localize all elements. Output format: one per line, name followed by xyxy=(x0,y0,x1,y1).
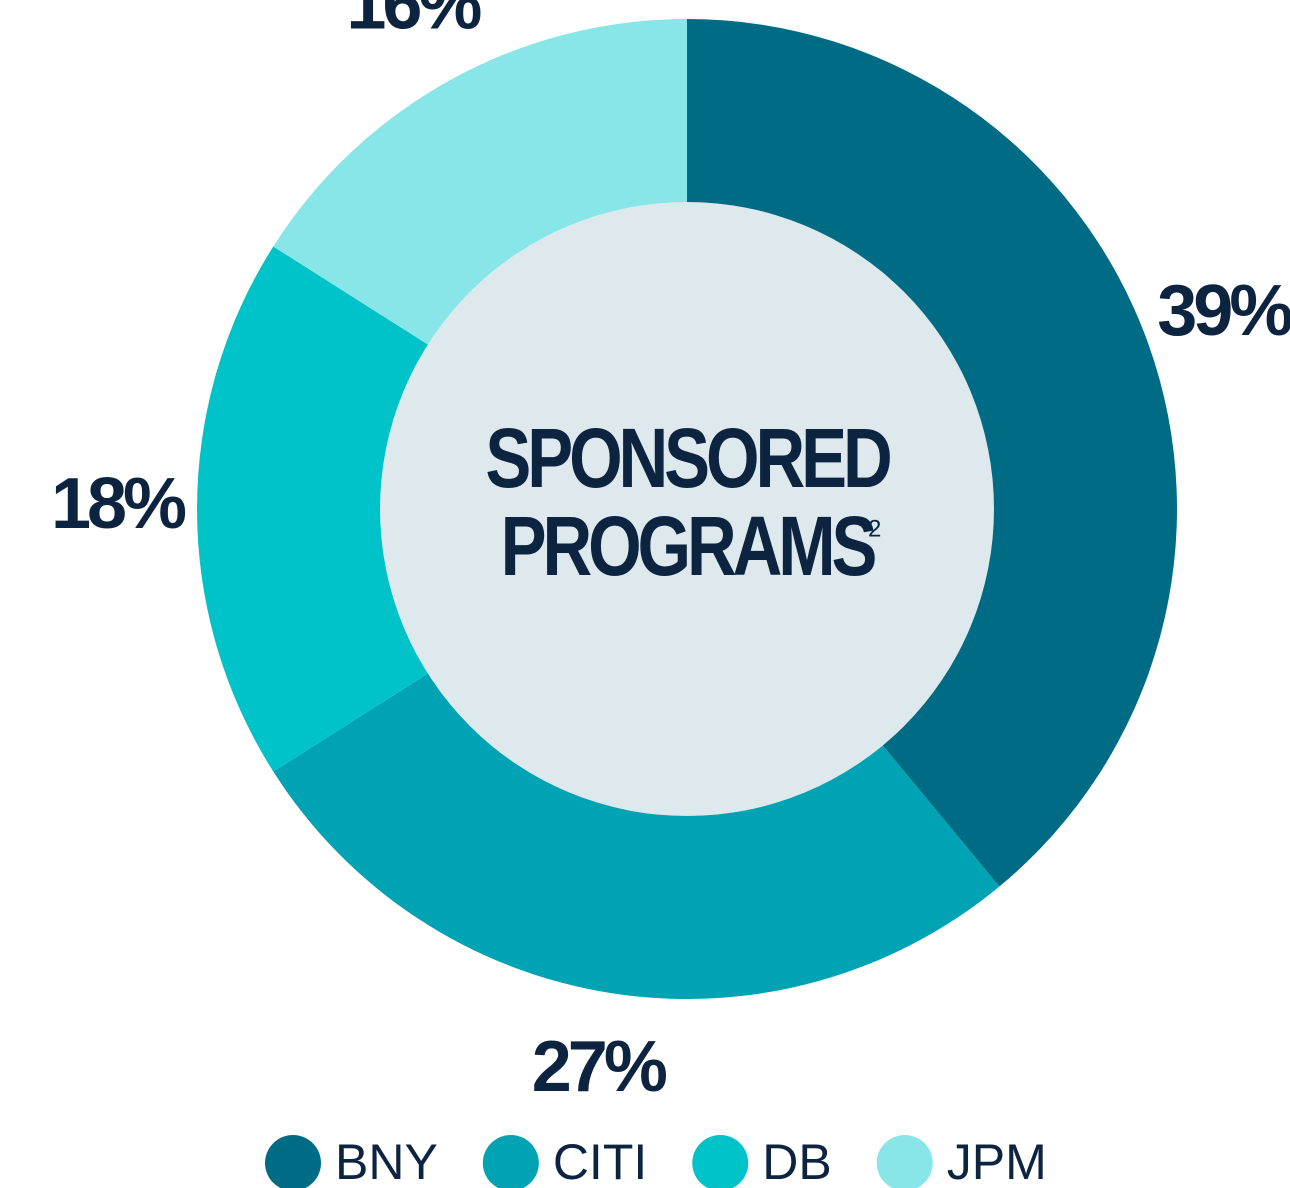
legend-label: CITI xyxy=(553,1134,647,1188)
value-label: 18% xyxy=(51,464,186,544)
legend-swatch xyxy=(876,1135,933,1188)
legend-label: DB xyxy=(762,1134,831,1188)
legend-swatch xyxy=(692,1135,749,1188)
donut-hole xyxy=(380,202,994,816)
legend-swatch xyxy=(265,1135,321,1188)
center-footnote: 2 xyxy=(868,515,881,542)
center-text: PROGRAMS xyxy=(501,500,876,594)
legend-swatch xyxy=(482,1135,539,1188)
legend-label: BNY xyxy=(335,1134,438,1188)
legend-label: JPM xyxy=(947,1134,1047,1188)
value-label: 39% xyxy=(1157,271,1290,351)
center-text: SPONSORED xyxy=(485,412,890,506)
value-label: 16% xyxy=(346,0,481,45)
value-label: 27% xyxy=(532,1027,667,1107)
